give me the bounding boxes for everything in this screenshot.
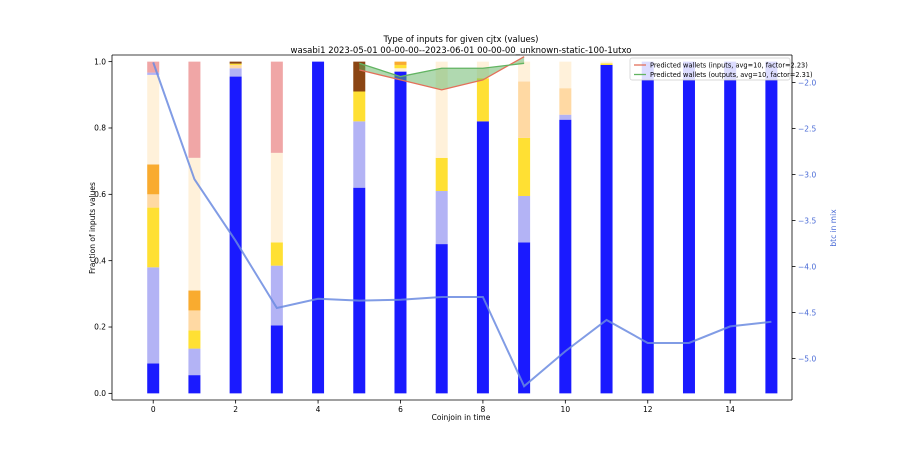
bar-segment (147, 363, 160, 394)
bar-segment (641, 61, 654, 394)
bar-segment (188, 330, 201, 349)
bar-segment (188, 348, 201, 376)
bar-segment (394, 71, 407, 394)
bar-segment (229, 64, 242, 69)
bar-segment (518, 195, 531, 243)
chart-subtitle: wasabi1 2023-05-01 00-00-00--2023-06-01 … (291, 46, 632, 56)
bar-segment (518, 137, 531, 196)
bar-segment (518, 81, 531, 138)
bar-segment (229, 63, 242, 65)
x-axis-label: Coinjoin in time (432, 413, 491, 422)
bar-segment (559, 88, 572, 115)
predicted-inputs-line (359, 56, 525, 91)
legend-entry-inputs: Predicted wallets (inputs, avg=10, facto… (650, 61, 808, 69)
y2-tick-label: −2.5 (798, 124, 816, 133)
x-tick-label: 14 (725, 405, 735, 414)
y-tick-label: 0.6 (94, 190, 106, 199)
bar-segment (147, 267, 160, 364)
bar-segment (353, 187, 366, 394)
bar-segment (188, 310, 201, 331)
plot-area: 0 2 4 6 8 10 12 14 0.0 0.2 0.4 0.6 0.8 1.0 −2.0 −2.5 −3.… (94, 54, 816, 414)
y2-tick-label: −4.0 (798, 262, 816, 271)
bar-segment (147, 207, 160, 268)
y2-axis-label: btc in mix (829, 209, 838, 247)
chart-title: Type of inputs for given cjtx (values) (383, 35, 539, 45)
y-tick-label: 0.2 (94, 323, 106, 332)
y2-tick-label: −3.0 (798, 170, 816, 179)
bar-segment (188, 375, 201, 394)
y2-tick-label: −4.5 (798, 308, 816, 317)
bar-segment (188, 157, 201, 291)
bar-segment (600, 63, 613, 65)
bar-segment (724, 61, 737, 394)
x-tick-label: 8 (481, 405, 486, 414)
bar-segment (312, 61, 325, 394)
predicted-wallets-band (359, 56, 525, 90)
btc-in-mix-line (152, 62, 772, 388)
bar-segment (188, 290, 201, 311)
bar-segment (229, 68, 242, 77)
bar-segment (270, 242, 283, 266)
bar-segment (270, 325, 283, 394)
legend-entry-outputs: Predicted wallets (outputs, avg=10, fact… (650, 71, 813, 79)
legend-box (629, 57, 791, 81)
bar-segment (147, 72, 160, 75)
x-tick-label: 10 (561, 405, 571, 414)
bar-segment (147, 164, 160, 195)
bar-segment (518, 61, 531, 82)
bar-segment (188, 61, 201, 158)
bar-segment (435, 244, 448, 394)
bar-segment (559, 61, 572, 89)
y-tick-label: 0.4 (94, 256, 106, 265)
bar-segment (600, 61, 613, 64)
bar-segment (435, 157, 448, 192)
predicted-outputs-line (359, 62, 525, 78)
y-tick-label: 0.0 (94, 389, 106, 398)
x-tick-label: 12 (643, 405, 653, 414)
bar-segment (229, 76, 242, 394)
y-tick-label: 0.8 (94, 124, 106, 133)
bar-segment (229, 61, 242, 64)
bar-segment (147, 61, 160, 73)
bar-segment (518, 242, 531, 394)
y-tick-label: 1.0 (94, 57, 106, 66)
x-tick-label: 4 (316, 405, 321, 414)
bar-segment (147, 74, 160, 165)
bar-segment (682, 61, 695, 394)
x-tick-label: 2 (233, 405, 238, 414)
bar-segment (765, 61, 778, 394)
bar-segment (353, 121, 366, 188)
y2-tick-label: −5.0 (798, 354, 816, 363)
bar-segment (270, 265, 283, 326)
bar-segment (270, 152, 283, 243)
bar-segment (476, 78, 489, 122)
bar-segment (270, 61, 283, 153)
bar-segment (559, 119, 572, 394)
bar-segment (394, 68, 407, 72)
y2-tick-label: −2.0 (798, 78, 816, 87)
bar-segment (600, 64, 613, 394)
bar-segment (476, 121, 489, 394)
y-axis-label: Fraction of inputs values (88, 182, 97, 274)
x-tick-label: 0 (151, 405, 156, 414)
bar-segment (394, 61, 407, 65)
y2-tick-label: −3.5 (798, 216, 816, 225)
bar-segment (559, 114, 572, 120)
bar-segment (394, 64, 407, 69)
bar-segment (435, 191, 448, 245)
x-tick-label: 6 (398, 405, 403, 414)
bar-segment (353, 91, 366, 122)
bar-segment (147, 194, 160, 208)
